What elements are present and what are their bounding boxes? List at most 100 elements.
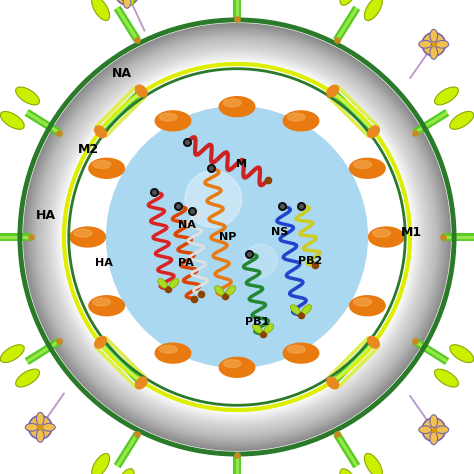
Ellipse shape — [95, 337, 106, 348]
Circle shape — [50, 50, 424, 424]
Text: PB2: PB2 — [298, 255, 322, 266]
Ellipse shape — [253, 324, 262, 333]
Ellipse shape — [365, 454, 382, 474]
Circle shape — [34, 34, 440, 440]
Circle shape — [52, 52, 422, 422]
Ellipse shape — [28, 416, 52, 439]
Ellipse shape — [435, 369, 458, 387]
Ellipse shape — [354, 161, 372, 168]
Circle shape — [40, 40, 434, 434]
Ellipse shape — [169, 279, 179, 288]
Ellipse shape — [365, 0, 382, 20]
Ellipse shape — [287, 113, 305, 121]
Circle shape — [44, 44, 430, 430]
Ellipse shape — [422, 418, 446, 441]
Text: NS: NS — [271, 227, 288, 237]
Ellipse shape — [0, 111, 24, 129]
Ellipse shape — [219, 357, 255, 377]
Ellipse shape — [283, 343, 319, 363]
Ellipse shape — [223, 360, 241, 367]
Ellipse shape — [430, 29, 438, 42]
Ellipse shape — [430, 432, 438, 445]
Ellipse shape — [283, 111, 319, 131]
Ellipse shape — [16, 87, 39, 105]
Ellipse shape — [369, 227, 404, 247]
Circle shape — [46, 46, 428, 428]
Ellipse shape — [419, 40, 432, 48]
Ellipse shape — [116, 0, 134, 5]
Ellipse shape — [354, 298, 372, 306]
Ellipse shape — [36, 412, 44, 425]
Text: HA: HA — [36, 209, 55, 222]
Ellipse shape — [340, 469, 358, 474]
Text: M2: M2 — [78, 143, 100, 156]
Ellipse shape — [219, 97, 255, 117]
Ellipse shape — [36, 429, 44, 442]
Circle shape — [57, 57, 417, 417]
Ellipse shape — [368, 126, 379, 137]
Text: PB1: PB1 — [245, 317, 269, 328]
Ellipse shape — [115, 0, 139, 5]
Ellipse shape — [92, 0, 109, 20]
Circle shape — [185, 171, 242, 228]
Circle shape — [65, 65, 409, 409]
Ellipse shape — [215, 286, 224, 295]
Text: PA: PA — [178, 258, 193, 268]
Ellipse shape — [419, 426, 432, 434]
Ellipse shape — [159, 346, 177, 353]
Ellipse shape — [350, 158, 385, 178]
Text: NP: NP — [219, 232, 237, 242]
Ellipse shape — [0, 345, 24, 363]
Ellipse shape — [42, 423, 55, 431]
Circle shape — [107, 107, 367, 367]
Ellipse shape — [70, 227, 105, 247]
Ellipse shape — [264, 324, 273, 333]
Ellipse shape — [93, 298, 111, 306]
Circle shape — [28, 28, 446, 446]
Ellipse shape — [450, 345, 474, 363]
Ellipse shape — [16, 369, 39, 387]
Ellipse shape — [422, 33, 446, 56]
Circle shape — [53, 53, 421, 421]
Text: NA: NA — [111, 67, 131, 80]
Ellipse shape — [350, 296, 385, 316]
Ellipse shape — [93, 161, 111, 168]
Ellipse shape — [327, 85, 338, 97]
Ellipse shape — [223, 99, 241, 107]
Text: M: M — [236, 158, 247, 169]
Ellipse shape — [436, 426, 449, 434]
Circle shape — [61, 61, 413, 413]
Ellipse shape — [430, 46, 438, 59]
Text: HA: HA — [95, 258, 113, 268]
Circle shape — [47, 47, 427, 427]
Circle shape — [36, 36, 438, 438]
Ellipse shape — [159, 113, 177, 121]
Ellipse shape — [226, 286, 236, 295]
Ellipse shape — [123, 0, 131, 8]
Ellipse shape — [25, 423, 38, 431]
Circle shape — [37, 37, 437, 437]
Ellipse shape — [155, 111, 191, 131]
Ellipse shape — [430, 415, 438, 428]
Ellipse shape — [327, 377, 338, 389]
Circle shape — [38, 38, 436, 436]
Circle shape — [56, 56, 418, 418]
Circle shape — [62, 62, 412, 412]
Ellipse shape — [435, 87, 458, 105]
Ellipse shape — [89, 158, 124, 178]
Circle shape — [55, 55, 419, 419]
Ellipse shape — [368, 337, 379, 348]
Circle shape — [29, 29, 445, 445]
Circle shape — [66, 66, 408, 408]
Circle shape — [64, 64, 410, 410]
Circle shape — [49, 49, 425, 425]
Circle shape — [31, 31, 443, 443]
Ellipse shape — [74, 229, 92, 237]
Ellipse shape — [155, 343, 191, 363]
Text: M1: M1 — [401, 226, 422, 239]
Text: NA: NA — [178, 220, 196, 230]
Circle shape — [244, 244, 277, 277]
Circle shape — [24, 24, 450, 450]
Ellipse shape — [95, 126, 106, 137]
Ellipse shape — [291, 305, 300, 314]
